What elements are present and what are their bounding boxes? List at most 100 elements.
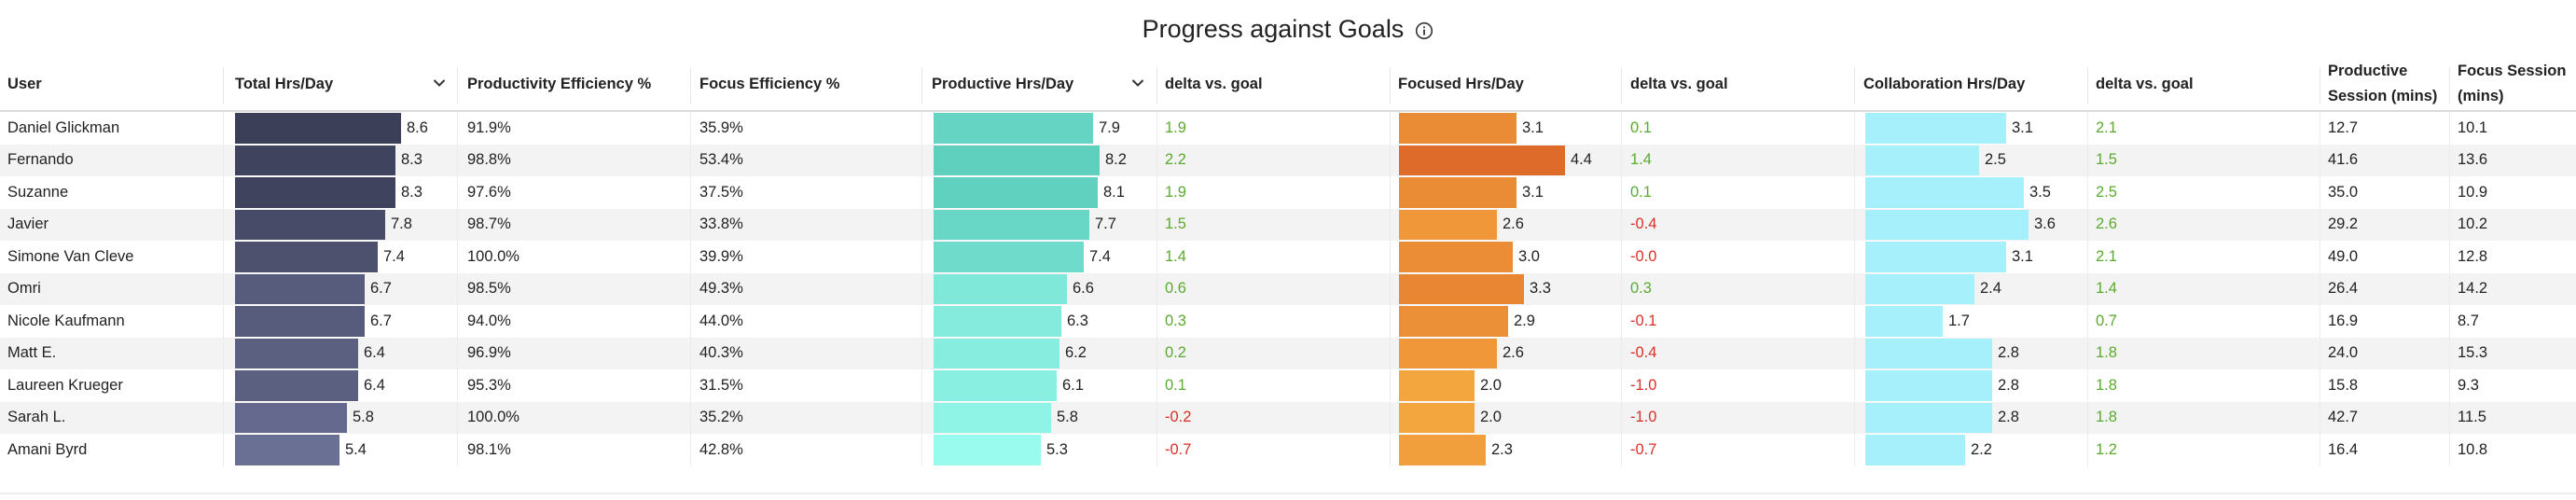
focus-efficiency: 39.9% xyxy=(699,247,743,265)
collaboration-hrs-bar xyxy=(1865,370,1992,401)
total-hrs-bar xyxy=(235,209,385,240)
header-collaboration-hrs[interactable]: Collaboration Hrs/Day xyxy=(1863,75,2026,92)
productive-hrs-bar xyxy=(934,113,1093,144)
total-hrs-value: 8.3 xyxy=(401,183,422,201)
productive-hrs-bar xyxy=(934,402,1051,433)
table-row[interactable]: Simone Van Cleve 7.4 100.0% 39.9% 7.4 1.4 3.0 -… xyxy=(0,241,2576,273)
table-header: User Total Hrs/Day Productivity Efficien… xyxy=(0,58,2576,112)
focused-hrs-bar xyxy=(1399,273,1524,304)
total-hrs-bar xyxy=(235,435,339,465)
table-row[interactable]: Sarah L. 5.8 100.0% 35.2% 5.8 -0.2 2.0 -1.0 2.8 1… xyxy=(0,401,2576,434)
delta-collaboration: 1.4 xyxy=(2096,280,2117,298)
productive-session: 24.0 xyxy=(2328,344,2359,362)
table-row[interactable]: Daniel Glickman 8.6 91.9% 35.9% 7.9 1.9 3.1 0.1… xyxy=(0,112,2576,145)
productive-hrs-value: 7.9 xyxy=(1099,118,1120,136)
focus-session: 15.3 xyxy=(2458,344,2488,362)
focus-session: 11.5 xyxy=(2458,409,2486,426)
collaboration-hrs-value: 3.5 xyxy=(2029,183,2051,201)
delta-collaboration: 2.5 xyxy=(2096,183,2117,201)
table-row[interactable]: Nicole Kaufmann 6.7 94.0% 44.0% 6.3 0.3 2.9 -0.… xyxy=(0,305,2576,338)
user-name: Daniel Glickman xyxy=(7,118,120,136)
focus-efficiency: 49.3% xyxy=(699,280,743,298)
productivity-efficiency: 95.3% xyxy=(467,376,511,394)
productivity-efficiency: 98.5% xyxy=(467,280,511,298)
user-name: Sarah L. xyxy=(7,409,66,426)
focused-hrs-bar xyxy=(1399,338,1497,368)
collaboration-hrs-bar xyxy=(1865,338,1992,368)
focused-hrs-value: 2.9 xyxy=(1514,312,1535,329)
table-row[interactable]: Fernando 8.3 98.8% 53.4% 8.2 2.2 4.4 1.4 2.5 1.5 4… xyxy=(0,144,2576,176)
collaboration-hrs-value: 2.5 xyxy=(1985,151,2006,169)
delta-productive: 0.1 xyxy=(1165,376,1186,394)
header-focus-session[interactable]: Focus Session (mins) xyxy=(2458,62,2567,104)
total-hrs-value: 8.3 xyxy=(401,151,422,169)
sort-chevron-down-icon[interactable] xyxy=(433,78,446,88)
focused-hrs-value: 3.1 xyxy=(1522,118,1544,136)
total-hrs-value: 8.6 xyxy=(407,118,428,136)
delta-collaboration: 2.1 xyxy=(2096,118,2117,136)
focus-session: 10.2 xyxy=(2458,215,2488,233)
table-row[interactable]: Omri 6.7 98.5% 49.3% 6.6 0.6 3.3 0.3 2.4 1.4 26.4 1… xyxy=(0,272,2576,305)
productive-session: 15.8 xyxy=(2328,376,2359,394)
sort-chevron-down-icon[interactable] xyxy=(1131,78,1144,88)
total-hrs-value: 5.8 xyxy=(353,409,374,426)
header-user[interactable]: User xyxy=(7,75,42,92)
focused-hrs-value: 3.3 xyxy=(1530,280,1551,298)
total-hrs-bar xyxy=(235,370,358,401)
productive-hrs-value: 5.3 xyxy=(1046,440,1068,458)
focus-session: 8.7 xyxy=(2458,312,2479,329)
delta-collaboration: 1.8 xyxy=(2096,409,2117,426)
delta-productive: 0.3 xyxy=(1165,312,1186,329)
table-row[interactable]: Suzanne 8.3 97.6% 37.5% 8.1 1.9 3.1 0.1 3.5 2.5 35… xyxy=(0,176,2576,209)
productive-hrs-bar xyxy=(934,338,1059,368)
collaboration-hrs-value: 2.8 xyxy=(1998,344,2019,362)
total-hrs-bar xyxy=(235,113,401,144)
focused-hrs-bar xyxy=(1399,402,1475,433)
header-delta-collaboration[interactable]: delta vs. goal xyxy=(2096,75,2194,92)
delta-focused: 0.3 xyxy=(1630,280,1652,298)
table-row[interactable]: Laureen Krueger 6.4 95.3% 31.5% 6.1 0.1 2.0 -1.… xyxy=(0,369,2576,402)
productive-hrs-value: 5.8 xyxy=(1057,409,1078,426)
header-productivity-efficiency[interactable]: Productivity Efficiency % xyxy=(467,75,652,92)
focus-efficiency: 37.5% xyxy=(699,183,743,201)
user-name: Nicole Kaufmann xyxy=(7,312,125,329)
table-row[interactable]: Matt E. 6.4 96.9% 40.3% 6.2 0.2 2.6 -0.4 2.8 1.8 2… xyxy=(0,337,2576,369)
table-row[interactable]: Javier 7.8 98.7% 33.8% 7.7 1.5 2.6 -0.4 3.6 2.6 29… xyxy=(0,208,2576,241)
user-name: Fernando xyxy=(7,151,74,169)
header-focus-efficiency[interactable]: Focus Efficiency % xyxy=(699,75,840,92)
user-name: Amani Byrd xyxy=(7,440,88,458)
focused-hrs-bar xyxy=(1399,306,1508,337)
header-total-hrs[interactable]: Total Hrs/Day xyxy=(235,75,334,92)
collaboration-hrs-bar xyxy=(1865,306,1943,337)
productive-hrs-bar xyxy=(934,435,1041,465)
delta-productive: 1.4 xyxy=(1165,247,1186,265)
productivity-efficiency: 98.1% xyxy=(467,440,511,458)
focus-efficiency: 33.8% xyxy=(699,215,743,233)
focused-hrs-value: 3.1 xyxy=(1522,183,1544,201)
delta-collaboration: 2.1 xyxy=(2096,247,2117,265)
focused-hrs-value: 4.4 xyxy=(1571,151,1592,169)
table-row[interactable]: Amani Byrd 5.4 98.1% 42.8% 5.3 -0.7 2.3 -0.7 2.2… xyxy=(0,434,2576,466)
title-row: Progress against Goals xyxy=(0,0,2576,58)
productivity-efficiency: 94.0% xyxy=(467,312,511,329)
delta-focused: -1.0 xyxy=(1630,376,1657,394)
header-productive-hrs[interactable]: Productive Hrs/Day xyxy=(932,75,1074,92)
productive-hrs-value: 6.6 xyxy=(1073,280,1094,298)
productive-hrs-value: 8.1 xyxy=(1103,183,1125,201)
collaboration-hrs-value: 2.8 xyxy=(1998,376,2019,394)
focus-session: 9.3 xyxy=(2458,376,2479,394)
info-icon[interactable] xyxy=(1415,21,1433,40)
productivity-efficiency: 100.0% xyxy=(467,247,519,265)
focus-session: 12.8 xyxy=(2458,247,2488,265)
productive-session: 41.6 xyxy=(2328,151,2359,169)
header-focused-hrs[interactable]: Focused Hrs/Day xyxy=(1398,75,1524,92)
total-hrs-bar xyxy=(235,242,378,272)
productivity-efficiency: 98.7% xyxy=(467,215,511,233)
focus-session: 10.9 xyxy=(2458,183,2488,201)
delta-productive: 0.6 xyxy=(1165,280,1186,298)
delta-productive: -0.7 xyxy=(1165,440,1192,458)
header-productive-session[interactable]: Productive Session (mins) xyxy=(2328,62,2438,104)
focused-hrs-value: 3.0 xyxy=(1518,247,1540,265)
header-delta-productive[interactable]: delta vs. goal xyxy=(1165,75,1263,92)
header-delta-focused[interactable]: delta vs. goal xyxy=(1630,75,1728,92)
